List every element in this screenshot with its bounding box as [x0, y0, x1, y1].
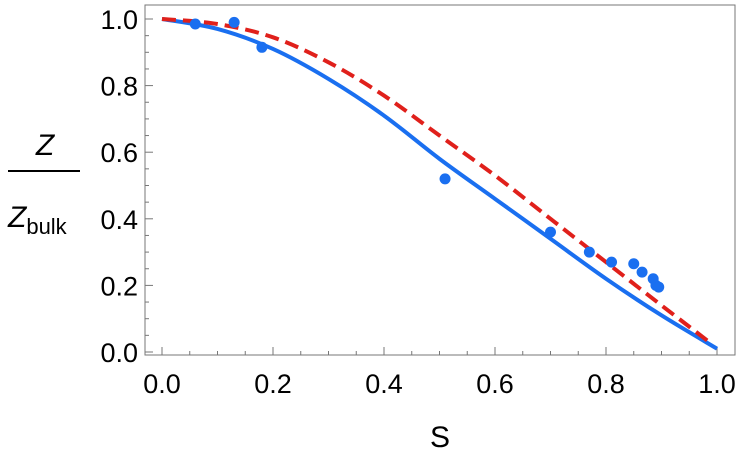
- data-point: [256, 41, 268, 53]
- y-axis-label: Z Zbulk: [7, 129, 80, 239]
- y-ticks: [145, 18, 153, 353]
- x-tick-labels: 0.0 0.2 0.4 0.6 0.8 1.0: [143, 369, 736, 399]
- y-tick-label: 0.4: [100, 205, 138, 235]
- y-tick-label: 0.6: [100, 138, 138, 168]
- y-axis-label-denominator-base: Z: [7, 201, 28, 234]
- x-tick-label: 0.0: [143, 369, 181, 399]
- y-tick-label: 0.0: [100, 338, 138, 368]
- y-axis-label-numerator: Z: [35, 129, 56, 162]
- series-layer: [161, 16, 719, 351]
- x-tick-label: 0.2: [254, 369, 292, 399]
- x-tick-label: 0.4: [365, 369, 403, 399]
- y-tick-label: 0.8: [100, 72, 138, 102]
- data-point: [545, 226, 556, 238]
- solid-curve: [161, 17, 719, 351]
- data-point: [628, 258, 640, 270]
- x-tick-label: 1.0: [698, 369, 736, 399]
- y-tick-labels: 0.0 0.2 0.4 0.6 0.8 1.0: [100, 5, 138, 368]
- data-point: [606, 256, 618, 268]
- y-tick-label: 0.2: [100, 271, 138, 301]
- y-axis-label-denominator-subscript: bulk: [26, 214, 67, 239]
- data-point: [636, 266, 648, 278]
- data-point: [439, 173, 451, 185]
- data-point: [228, 16, 240, 28]
- data-point: [653, 281, 665, 293]
- x-ticks: [161, 347, 718, 355]
- x-axis-label: S: [430, 421, 450, 454]
- y-axis-label-denominator: Zbulk: [7, 201, 68, 239]
- y-tick-label: 1.0: [100, 5, 138, 35]
- dashed-curve: [161, 17, 713, 346]
- data-point: [583, 246, 595, 258]
- data-point: [189, 18, 201, 30]
- x-tick-label: 0.6: [476, 369, 514, 399]
- x-tick-label: 0.8: [587, 369, 625, 399]
